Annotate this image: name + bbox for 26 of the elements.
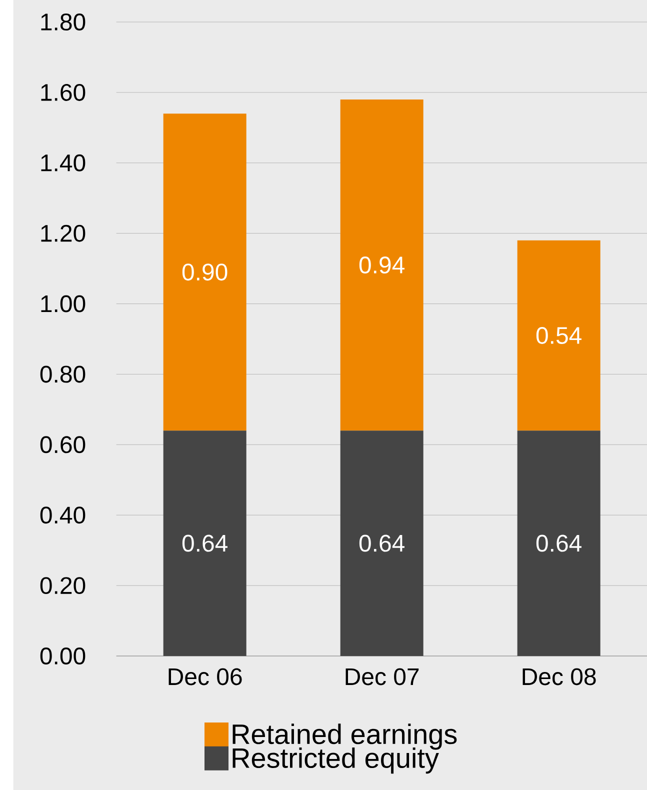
y-tick-label: 0.80: [40, 366, 86, 383]
data-label: 0.64: [182, 534, 228, 552]
bar: [163, 430, 246, 656]
data-label: 0.54: [536, 326, 582, 344]
y-tick-label: 0.40: [40, 506, 86, 524]
data-label: 0.94: [359, 256, 404, 274]
y-tick-label: 1.80: [41, 14, 86, 30]
x-tick-label: Dec 07: [346, 668, 418, 686]
y-tick-label: 0.60: [40, 436, 86, 454]
x-tick-label: Dec 06: [168, 668, 242, 686]
bar: [163, 114, 246, 431]
legend-label: Restricted equity: [232, 748, 439, 774]
x-tick-label: Dec 08: [522, 668, 596, 686]
bar: [517, 240, 600, 431]
data-label: 0.64: [359, 534, 404, 552]
y-tick-label: 1.40: [41, 154, 86, 172]
y-tick-label: 1.60: [41, 84, 86, 101]
bar: [340, 99, 424, 431]
bar: [517, 430, 600, 656]
data-label: 0.64: [536, 534, 582, 552]
y-tick-label: 0.20: [40, 577, 86, 594]
bar: [340, 430, 424, 656]
data-label: 0.90: [182, 264, 228, 281]
y-tick-label: 0.00: [40, 648, 86, 664]
y-tick-label: 1.20: [41, 224, 86, 242]
y-tick-label: 1.00: [41, 295, 86, 312]
